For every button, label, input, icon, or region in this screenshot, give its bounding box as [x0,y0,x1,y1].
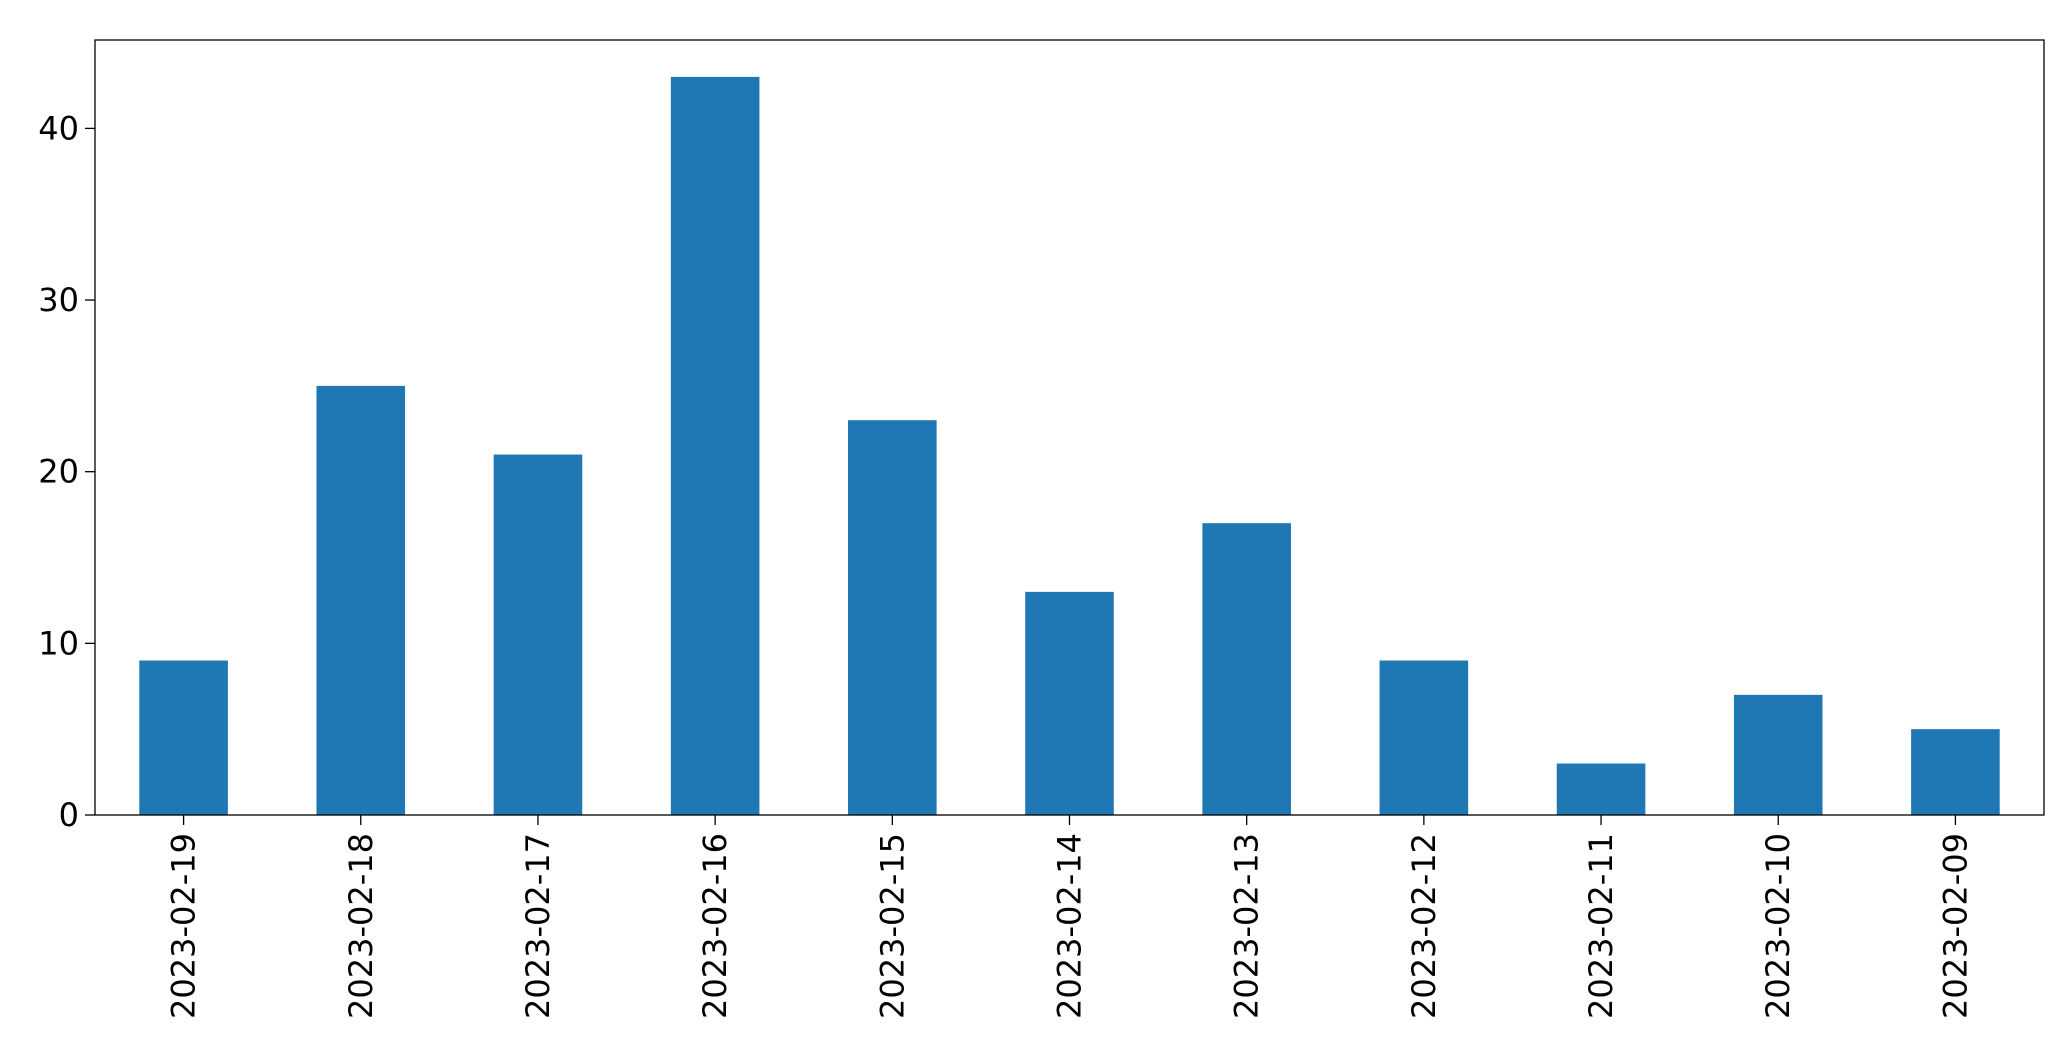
plot-area-frame [94,39,2045,816]
bar-2023-02-16 [670,76,760,815]
bar-2023-02-19 [139,660,228,815]
bar-2023-02-15 [848,420,937,815]
x-tick-label: 2023-02-16 [696,833,734,1019]
bar-2023-02-12 [1379,660,1469,815]
y-tick-label: 20 [38,453,79,491]
x-tick-label: 2023-02-18 [342,833,380,1019]
x-tick-label: 2023-02-17 [519,833,557,1019]
y-tick-label: 0 [59,796,79,834]
y-axis: 0 10 20 30 40 [38,109,95,834]
bars-layer [139,76,2000,815]
bar-2023-02-17 [493,454,583,815]
x-tick-label: 2023-02-13 [1228,833,1266,1019]
x-tick-label: 2023-02-11 [1582,833,1620,1019]
bar-2023-02-14 [1025,591,1114,815]
bar-2023-02-18 [316,385,406,815]
y-tick-label: 10 [38,624,79,662]
x-axis: 2023-02-19 2023-02-18 2023-02-17 2023-02-16… [165,815,1974,1019]
bar-2023-02-09 [1911,729,2000,815]
y-tick-label: 40 [38,109,79,147]
y-tick-label: 30 [38,281,79,319]
bar-2023-02-11 [1556,763,1646,815]
bar-2023-02-10 [1733,694,1823,815]
x-tick-label: 2023-02-09 [1936,833,1974,1019]
x-tick-label: 2023-02-15 [873,833,911,1019]
x-tick-label: 2023-02-12 [1405,833,1443,1019]
x-tick-label: 2023-02-19 [165,833,203,1019]
x-tick-label: 2023-02-14 [1051,833,1089,1019]
bar-2023-02-13 [1202,523,1291,815]
x-tick-label: 2023-02-10 [1759,833,1797,1019]
